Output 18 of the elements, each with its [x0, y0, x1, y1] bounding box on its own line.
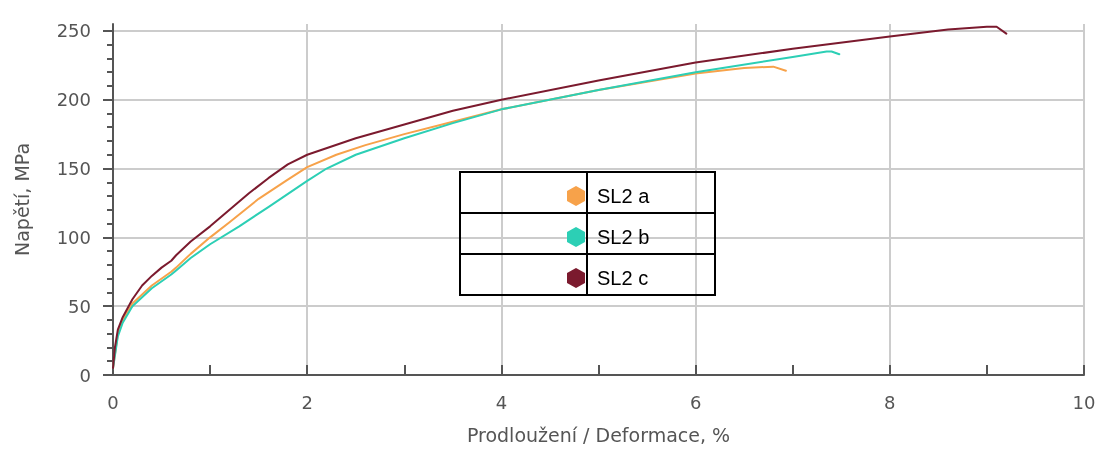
y-tick-label: 250	[56, 20, 91, 42]
legend-label: SL2 a	[597, 185, 651, 207]
x-axis-title: Prodloužení / Deformace, %	[466, 423, 731, 446]
x-tick-label: 6	[689, 391, 702, 413]
y-tick-label: 50	[68, 295, 91, 317]
y-tick-label: 100	[56, 226, 91, 248]
x-tick-label: 4	[495, 391, 508, 413]
line-series	[112, 25, 1008, 370]
legend-label: SL2 c	[597, 267, 649, 289]
x-tick-label: 0	[107, 391, 119, 413]
y-axis-title: Napětí, MPa	[10, 142, 33, 257]
legend-label: SL2 b	[597, 226, 650, 248]
y-tick-label: 150	[56, 158, 91, 180]
x-tick-label: 2	[301, 391, 313, 413]
x-tick-label: 8	[884, 391, 896, 413]
y-tick-label: 0	[79, 364, 91, 386]
y-tick-label: 200	[56, 89, 91, 111]
x-tick-label: 10	[1072, 391, 1096, 413]
